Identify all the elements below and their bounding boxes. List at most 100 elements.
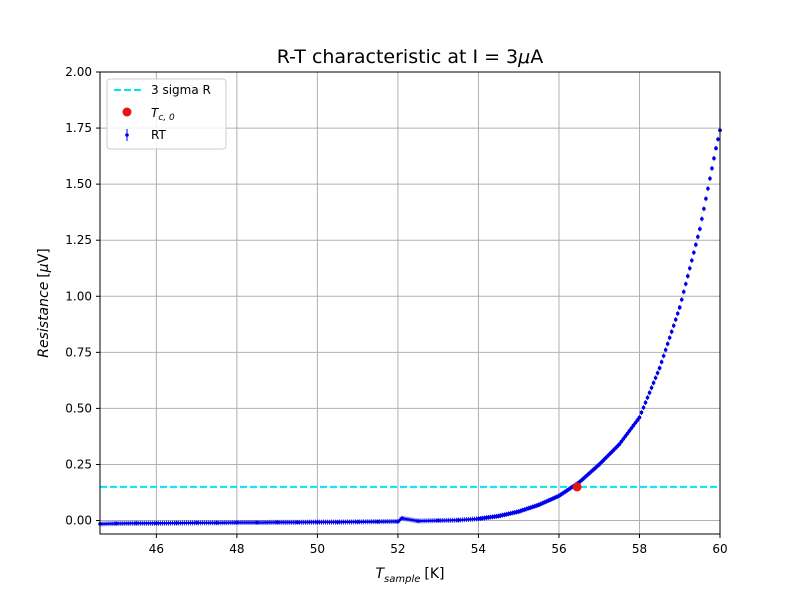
legend-tc-swatch (122, 107, 132, 117)
x-tick-label: 56 (551, 542, 566, 556)
rt-data-point (223, 521, 227, 524)
y-axis-label: Resistance[μV] (36, 248, 52, 358)
rt-data-point (380, 520, 384, 523)
rt-data-point (659, 360, 664, 364)
rt-data-point (392, 520, 396, 523)
rt-data-point (619, 439, 624, 444)
rt-data-point (422, 519, 426, 523)
rt-data-point (126, 522, 130, 525)
rt-data-point (370, 520, 374, 524)
rt-data-point (404, 517, 408, 521)
y-tick-label: 0.25 (65, 457, 92, 471)
rt-data-point (677, 305, 682, 310)
y-tick-label: 0.00 (65, 514, 92, 528)
rt-data-point (151, 521, 154, 525)
rt-data-point (267, 521, 271, 524)
rt-data-point (283, 521, 287, 524)
rt-data-point (702, 207, 706, 211)
rt-data-point (225, 521, 229, 524)
plot-frame (99, 71, 721, 535)
rt-data-point (169, 521, 172, 525)
rt-data-point (249, 521, 253, 524)
rt-data-point (450, 518, 454, 522)
rt-data-point (271, 521, 275, 524)
rt-data-point (255, 520, 259, 525)
rt-data-point (259, 521, 263, 524)
rt-data-point (261, 521, 265, 524)
rt-data-point (694, 242, 698, 247)
rt-data-point (324, 520, 327, 524)
rt-data-point (681, 289, 686, 294)
rt-data-point (209, 521, 213, 525)
rt-data-point (643, 400, 648, 405)
rt-data-point (171, 521, 174, 525)
rt-data-point (231, 521, 235, 524)
rt-data-point (163, 521, 166, 525)
y-axis-ticks: 0.00 0.25 0.50 0.75 1.00 1.25 1.50 1.75 2.00 (65, 65, 100, 528)
rt-data-point (657, 366, 662, 370)
rt-data-point (635, 418, 640, 422)
rt-data-point (665, 342, 670, 346)
rt-data-point (328, 520, 331, 524)
rt-data-point (120, 522, 124, 525)
y-tick-label: 0.75 (65, 345, 92, 359)
rt-data-point (185, 521, 188, 525)
rt-data-point (174, 521, 179, 525)
rt-data-point (207, 521, 211, 525)
rt-data-point (346, 520, 349, 524)
rt-data-point (651, 381, 656, 385)
rt-data-point (239, 521, 243, 524)
rt-data-point (269, 521, 273, 524)
rt-data-point (655, 371, 660, 375)
rt-data-point (167, 521, 170, 525)
rt-data-point (432, 519, 436, 522)
rt-data-point (424, 519, 428, 523)
legend: 3 sigma R Tc, 0 RT (106, 78, 227, 150)
rt-data-point (430, 519, 434, 522)
legend-rt-label: RT (151, 128, 166, 142)
rt-data-point (308, 520, 311, 524)
rt-data-point (452, 518, 456, 522)
rt-data-point (426, 519, 430, 523)
rt-data-point (205, 521, 208, 525)
x-tick-label: 50 (310, 542, 325, 556)
rt-data-point (467, 518, 470, 521)
rt-data-point (179, 521, 182, 525)
rt-data-point (138, 521, 142, 525)
rt-data-point (396, 519, 400, 524)
rt-data-point (675, 311, 680, 316)
rt-data-point (461, 518, 464, 522)
rt-data-point (625, 431, 630, 436)
rt-data-point (326, 520, 329, 524)
x-tick-label: 54 (471, 542, 486, 556)
rt-data-point (410, 518, 414, 522)
legend-box (106, 78, 227, 150)
rt-data-point (235, 520, 239, 525)
rt-data-point (621, 437, 626, 441)
rt-data-point (315, 520, 320, 524)
rt-data-point (335, 520, 340, 524)
x-tick-label: 46 (149, 542, 164, 556)
rt-data-point (104, 522, 108, 526)
rt-data-point (227, 521, 231, 524)
rt-data-point (690, 258, 694, 263)
rt-data-point (469, 517, 472, 521)
rt-data-point (285, 521, 289, 524)
rt-data-point (688, 266, 692, 271)
legend-threshold-label: 3 sigma R (151, 83, 211, 97)
rt-data-point (306, 520, 309, 524)
rt-data-point (388, 520, 392, 523)
rt-data-point (673, 317, 678, 322)
rt-data-point (412, 519, 416, 522)
rt-data-point (247, 521, 251, 524)
x-tick-label: 48 (229, 542, 244, 556)
rt-data-point (416, 519, 420, 523)
rt-data-point (360, 520, 363, 524)
rt-data-point (627, 429, 632, 433)
rt-data-point (710, 166, 714, 171)
rt-data-point (332, 520, 335, 524)
rt-data-point (281, 521, 285, 524)
rt-data-point (122, 522, 126, 525)
data-points-layer (98, 127, 722, 527)
rt-data-point (436, 518, 440, 523)
